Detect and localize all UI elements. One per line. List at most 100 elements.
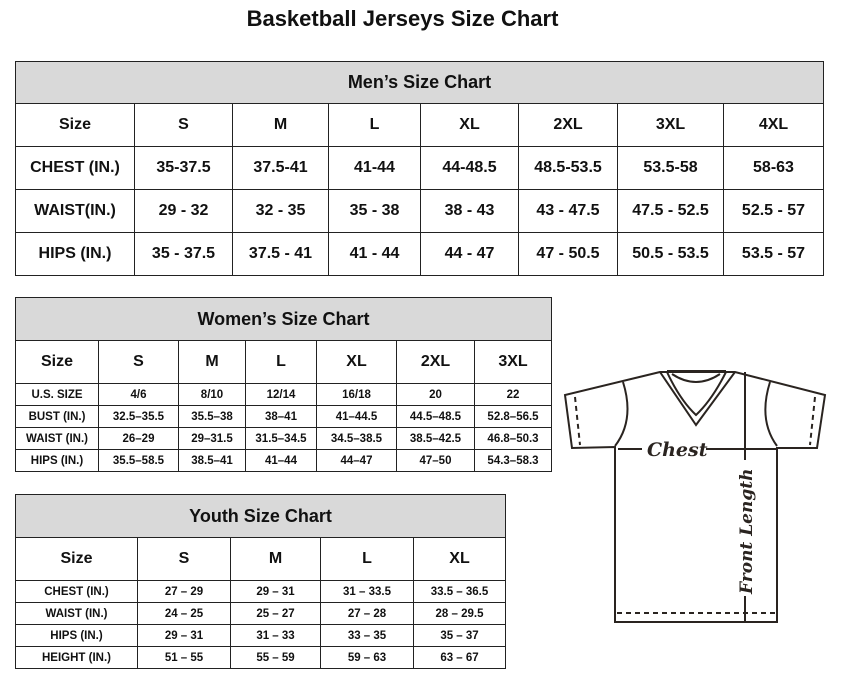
table-cell: 47–50	[396, 449, 475, 472]
table-row: HIPS (IN.) 35 - 37.5 37.5 - 41 41 - 44 44 - …	[15, 232, 824, 276]
row-label: WAIST(IN.)	[15, 189, 135, 233]
table-cell: 35-37.5	[134, 146, 233, 190]
table-cell: S	[134, 103, 233, 147]
row-label: BUST (IN.)	[15, 405, 99, 428]
table-cell: M	[232, 103, 329, 147]
table-cell: 52.8–56.5	[473, 405, 553, 428]
table-cell: 20	[396, 383, 475, 406]
table-cell: 38 - 43	[420, 189, 519, 233]
table-cell: 47.5 - 52.5	[617, 189, 724, 233]
table-cell: 22	[473, 383, 553, 406]
table-cell: 3XL	[473, 340, 553, 384]
table-cell: 24 – 25	[137, 602, 231, 625]
table-cell: 58-63	[723, 146, 824, 190]
jersey-diagram: Chest Front Length	[563, 370, 827, 623]
men-table-title: Men’s Size Chart	[15, 61, 824, 104]
table-cell: 48.5-53.5	[518, 146, 618, 190]
table-cell: 52.5 - 57	[723, 189, 824, 233]
table-cell: 16/18	[316, 383, 397, 406]
table-cell: 4XL	[723, 103, 824, 147]
table-row: BUST (IN.) 32.5–35.5 35.5–38 38–41 41–44.5 44…	[15, 405, 553, 428]
table-cell: 29 – 31	[137, 624, 231, 647]
mens-size-table: Men’s Size Chart Size S M L XL 2XL 3XL 4XL CHEST …	[15, 61, 824, 276]
row-label: HIPS (IN.)	[15, 449, 99, 472]
row-label: WAIST (IN.)	[15, 602, 138, 625]
table-cell: 8/10	[178, 383, 246, 406]
table-row: WAIST(IN.) 29 - 32 32 - 35 35 - 38 38 - 43 43…	[15, 189, 824, 233]
table-cell: 35 - 37.5	[134, 232, 233, 276]
table-cell: 25 – 27	[230, 602, 321, 625]
table-cell: 28 – 29.5	[412, 602, 507, 625]
table-cell: 31.5–34.5	[245, 427, 317, 450]
table-cell: 38.5–41	[178, 449, 246, 472]
table-cell: 38.5–42.5	[396, 427, 475, 450]
row-label: CHEST (IN.)	[15, 146, 135, 190]
table-row: WAIST (IN.) 26–29 29–31.5 31.5–34.5 34.5–38.…	[15, 427, 553, 450]
table-cell: 63 – 67	[412, 646, 507, 669]
table-cell: 29–31.5	[178, 427, 246, 450]
table-cell: 35 - 38	[328, 189, 421, 233]
table-cell: 44–47	[316, 449, 397, 472]
table-cell: 43 - 47.5	[518, 189, 618, 233]
table-cell: S	[98, 340, 179, 384]
table-cell: XL	[420, 103, 519, 147]
table-cell: 33.5 – 36.5	[412, 580, 507, 603]
table-cell: 32.5–35.5	[98, 405, 179, 428]
table-cell: 35.5–38	[178, 405, 246, 428]
header-row: Size S M L XL 2XL 3XL 4XL	[15, 103, 824, 147]
row-label: Size	[15, 340, 99, 384]
youth-table-title: Youth Size Chart	[14, 494, 507, 538]
page-title: Basketball Jerseys Size Chart	[246, 6, 559, 31]
header-row: Size S M L XL 2XL 3XL	[15, 340, 553, 384]
table-cell: 31 – 33.5	[320, 580, 414, 603]
table-cell: 41–44.5	[316, 405, 397, 428]
jersey-outline	[563, 371, 827, 623]
table-cell: M	[230, 537, 321, 581]
table-row: CHEST (IN.) 27 – 29 29 – 31 31 – 33.5 33.5 –…	[15, 580, 507, 603]
table-cell: 35 – 37	[412, 624, 507, 647]
womens-size-table: Women’s Size Chart Size S M L XL 2XL 3XL U.S. SI…	[14, 297, 553, 472]
table-row: HIPS (IN.) 29 – 31 31 – 33 33 – 35 35 – 37	[15, 624, 507, 647]
table-cell: 34.5–38.5	[316, 427, 397, 450]
table-cell: XL	[316, 340, 397, 384]
row-label: Size	[15, 537, 138, 581]
table-cell: 37.5-41	[232, 146, 329, 190]
table-cell: 54.3–58.3	[473, 449, 553, 472]
table-cell: 55 – 59	[230, 646, 321, 669]
table-cell: 38–41	[245, 405, 317, 428]
youth-size-table: Youth Size Chart Size S M L XL CHEST (IN.) 27 –…	[14, 494, 507, 669]
table-cell: 29 - 32	[134, 189, 233, 233]
table-cell: 59 – 63	[320, 646, 414, 669]
table-cell: 41 - 44	[328, 232, 421, 276]
table-cell: 4/6	[98, 383, 179, 406]
table-row: U.S. SIZE 4/6 8/10 12/14 16/18 20 22	[15, 383, 553, 406]
table-cell: L	[245, 340, 317, 384]
table-cell: 37.5 - 41	[232, 232, 329, 276]
table-cell: 50.5 - 53.5	[617, 232, 724, 276]
table-cell: S	[137, 537, 231, 581]
table-cell: 53.5 - 57	[723, 232, 824, 276]
front-length-label: Front Length	[737, 469, 757, 595]
table-cell: 3XL	[617, 103, 724, 147]
table-cell: 51 – 55	[137, 646, 231, 669]
table-cell: 2XL	[518, 103, 618, 147]
table-cell: 47 - 50.5	[518, 232, 618, 276]
table-cell: 12/14	[245, 383, 317, 406]
row-label: U.S. SIZE	[15, 383, 99, 406]
table-cell: 41–44	[245, 449, 317, 472]
table-cell: 26–29	[98, 427, 179, 450]
table-row: HIPS (IN.) 35.5–58.5 38.5–41 41–44 44–47 47–5…	[15, 449, 553, 472]
table-cell: 2XL	[396, 340, 475, 384]
table-cell: 27 – 29	[137, 580, 231, 603]
table-row: WAIST (IN.) 24 – 25 25 – 27 27 – 28 28 – 29.…	[15, 602, 507, 625]
table-row: HEIGHT (IN.) 51 – 55 55 – 59 59 – 63 63 – 67	[15, 646, 507, 669]
table-cell: 27 – 28	[320, 602, 414, 625]
table-cell: L	[328, 103, 421, 147]
table-cell: 32 - 35	[232, 189, 329, 233]
row-label: Size	[15, 103, 135, 147]
row-label: HEIGHT (IN.)	[15, 646, 138, 669]
table-cell: 44 - 47	[420, 232, 519, 276]
row-label: HIPS (IN.)	[15, 624, 138, 647]
table-cell: 44.5–48.5	[396, 405, 475, 428]
